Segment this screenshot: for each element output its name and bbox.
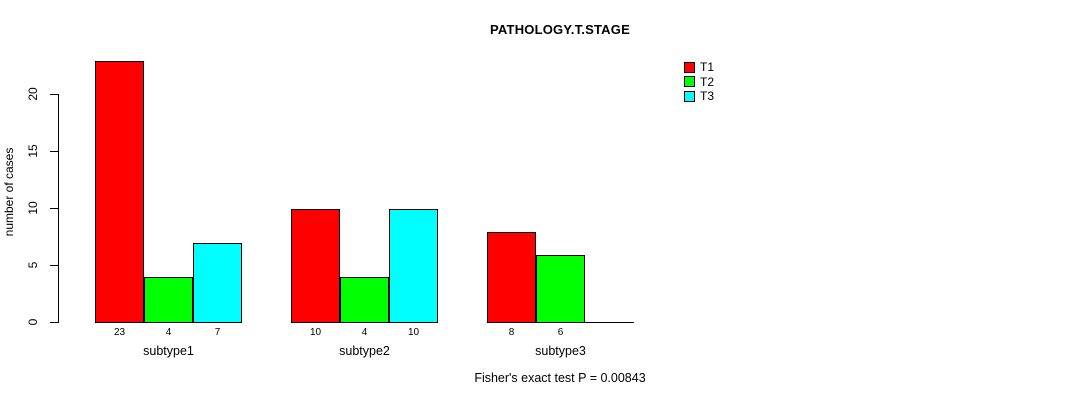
bar-value-label: 6: [557, 327, 564, 338]
bar-value-label: 4: [165, 327, 172, 338]
fisher-test-annotation: Fisher's exact test P = 0.00843: [474, 371, 646, 385]
chart-title: PATHOLOGY.T.STAGE: [490, 22, 630, 37]
legend-label: T2: [700, 74, 715, 89]
y-axis-tick: [50, 208, 58, 209]
y-axis-line: [58, 94, 59, 323]
category-label-subtype3: subtype3: [535, 344, 586, 358]
bar-value-label: 7: [214, 327, 221, 338]
category-label-subtype1: subtype1: [143, 344, 194, 358]
bar-T2-subtype1: [144, 277, 193, 323]
bar-T2-subtype3: [536, 255, 585, 323]
legend-swatch-T2: [684, 76, 695, 87]
bar-value-label: 23: [113, 327, 126, 338]
bar-T3-subtype1: [193, 243, 242, 323]
bar-value-label: 10: [407, 327, 420, 338]
bar-T2-subtype2: [340, 277, 389, 323]
y-axis-label: number of cases: [2, 147, 16, 237]
y-axis-tick: [50, 322, 58, 323]
bar-value-label: 8: [508, 327, 515, 338]
y-axis-tick: [50, 265, 58, 266]
legend-label: T3: [700, 89, 715, 103]
legend-item-T1: T1: [684, 61, 714, 73]
category-label-subtype2: subtype2: [339, 344, 390, 358]
bar-value-label: 10: [309, 327, 322, 338]
y-axis-tick-label: 15: [26, 144, 40, 158]
y-axis-tick-label: 10: [26, 201, 40, 215]
bar-T3-subtype2: [389, 209, 438, 323]
bar-T1-subtype3: [487, 232, 536, 323]
legend-label: T1: [700, 60, 715, 74]
y-axis-tick-label: 20: [26, 87, 40, 101]
legend-item-T3: T3: [684, 90, 714, 102]
y-axis-tick-label: 0: [26, 318, 40, 326]
bar-T1-subtype1: [95, 61, 144, 323]
legend-swatch-T1: [684, 61, 695, 73]
legend-item-T2: T2: [684, 76, 714, 88]
bar-value-label: 4: [361, 327, 368, 338]
y-axis-tick-label: 5: [26, 261, 40, 269]
y-axis-tick: [50, 151, 58, 152]
legend-swatch-T3: [684, 90, 695, 102]
y-axis-tick: [50, 94, 58, 95]
bar-T1-subtype2: [291, 209, 340, 323]
zero-bar-T3-subtype3: [585, 322, 634, 323]
